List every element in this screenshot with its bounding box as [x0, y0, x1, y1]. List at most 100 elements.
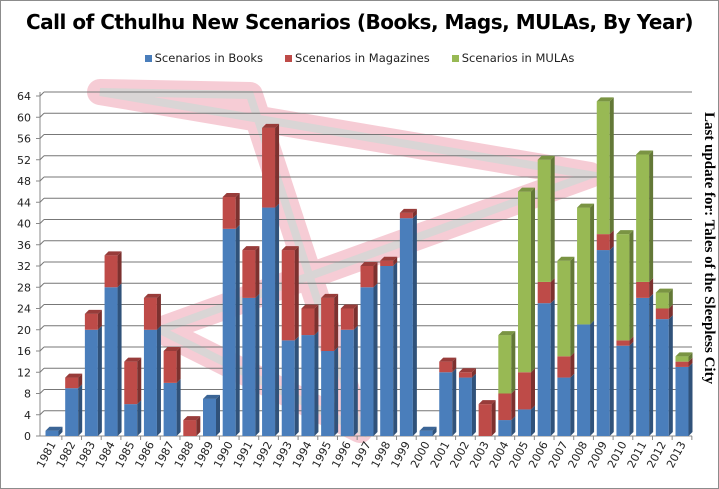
bar-scenarios-in-books-1997	[360, 287, 374, 436]
pentagram-watermark	[87, 79, 606, 443]
bar-side	[97, 325, 102, 436]
bar-top	[301, 304, 319, 309]
y-tick-label: 36	[17, 239, 31, 252]
bar-top	[380, 256, 398, 261]
bar-scenarios-in-magazines-2013	[675, 361, 689, 367]
bar-top	[360, 262, 378, 266]
bar-side	[688, 352, 693, 362]
bar-scenarios-in-magazines-1995	[321, 297, 335, 351]
gridline-depth	[39, 346, 45, 352]
bar-side	[294, 336, 299, 436]
gridline-depth	[39, 240, 45, 246]
bar-scenarios-in-mulas-2011	[636, 154, 650, 282]
bar-scenarios-in-magazines-1993	[281, 250, 295, 341]
bar-side	[531, 405, 535, 436]
bar-side	[393, 256, 398, 266]
bar-top	[65, 373, 83, 378]
y-tick-label: 40	[17, 218, 31, 231]
bar-scenarios-in-books-1989	[203, 398, 216, 436]
bar-top	[675, 352, 693, 357]
bar-side	[216, 394, 220, 436]
legend: Scenarios in Books Scenarios in Magazine…	[0, 51, 719, 65]
bar-side	[570, 352, 575, 378]
bar-side	[491, 400, 496, 436]
bar-scenarios-in-books-2011	[636, 297, 650, 436]
bar-side	[609, 246, 614, 436]
bar-scenarios-in-magazines-2003	[478, 404, 492, 436]
bar-scenarios-in-books-1981	[45, 430, 59, 436]
gridline-depth	[39, 389, 45, 394]
bar-side	[235, 192, 240, 229]
bar-top	[518, 187, 535, 192]
bar-scenarios-in-mulas-2009	[596, 101, 610, 235]
bar-scenarios-in-books-2008	[577, 324, 591, 436]
legend-label-magazines: Scenarios in Magazines	[295, 51, 430, 65]
bar-side	[688, 357, 693, 367]
y-tick-label: 32	[17, 260, 31, 273]
bar-scenarios-in-books-2005	[518, 409, 531, 436]
y-tick-label: 48	[17, 175, 31, 188]
legend-label-books: Scenarios in Books	[154, 51, 264, 65]
bar-side	[590, 320, 595, 436]
bar-scenarios-in-magazines-2005	[518, 372, 531, 410]
bar-side	[609, 97, 614, 235]
bar-side	[452, 368, 457, 436]
bar-top	[163, 347, 181, 351]
bar-top	[478, 400, 496, 405]
bar-scenarios-in-books-1983	[84, 329, 98, 436]
bar-top	[340, 304, 358, 309]
bar-top	[104, 251, 122, 256]
bar-scenarios-in-books-2000	[419, 430, 433, 436]
bar-top	[143, 293, 161, 298]
bar-scenarios-in-magazines-2004	[498, 393, 512, 421]
bar-side	[609, 230, 614, 251]
y-tick-label: 52	[17, 154, 31, 167]
bar-scenarios-in-magazines-2002	[458, 372, 472, 378]
bar-top	[399, 208, 417, 213]
bar-side	[649, 293, 654, 436]
bar-side	[97, 309, 102, 330]
bar-scenarios-in-mulas-2007	[557, 260, 571, 357]
bar-side	[590, 203, 595, 325]
bar-side	[550, 277, 555, 304]
bar-scenarios-in-magazines-1992	[262, 127, 276, 208]
bar-top	[439, 357, 457, 362]
bar-side	[275, 123, 280, 208]
gridline-depth	[39, 367, 45, 373]
bar-side	[117, 283, 122, 436]
y-tick-label: 28	[17, 281, 31, 294]
bar-side	[255, 293, 260, 436]
bar-side	[668, 288, 673, 309]
gridline-depth	[39, 91, 45, 97]
bar-scenarios-in-books-1986	[143, 329, 157, 436]
bar-scenarios-in-books-2012	[655, 319, 669, 436]
bar-scenarios-in-magazines-1982	[65, 377, 79, 389]
bar-side	[570, 256, 575, 357]
bar-scenarios-in-mulas-2005	[518, 191, 531, 373]
legend-item-mulas: Scenarios in MULAs	[451, 51, 575, 65]
bar-scenarios-in-books-1998	[380, 266, 394, 436]
bar-scenarios-in-magazines-1997	[360, 266, 374, 288]
bar-top	[281, 246, 299, 251]
bar-scenarios-in-magazines-2001	[439, 361, 453, 373]
bar-side	[412, 208, 417, 219]
bar-side	[511, 416, 516, 436]
bar-scenarios-in-magazines-1984	[104, 255, 118, 288]
y-tick-label: 24	[17, 303, 31, 316]
bar-side	[373, 283, 378, 436]
legend-label-mulas: Scenarios in MULAs	[461, 51, 575, 65]
bar-scenarios-in-books-1985	[124, 404, 138, 436]
bar-side	[393, 262, 398, 436]
bar-scenarios-in-magazines-1983	[84, 313, 98, 330]
bar-scenarios-in-magazines-1986	[143, 297, 157, 330]
bar-scenarios-in-mulas-2004	[498, 335, 512, 394]
bar-side	[334, 347, 339, 436]
bar-side	[432, 426, 437, 436]
bar-side	[314, 331, 319, 436]
gridline-depth	[39, 410, 45, 416]
bar-top	[84, 309, 102, 314]
bar-scenarios-in-books-1996	[340, 329, 354, 436]
bar-top	[419, 426, 437, 431]
bar-side	[353, 325, 358, 436]
y-tick-label: 64	[17, 90, 31, 103]
